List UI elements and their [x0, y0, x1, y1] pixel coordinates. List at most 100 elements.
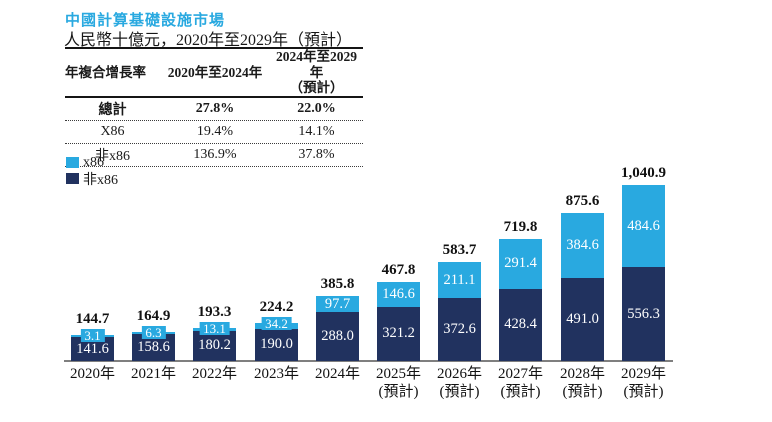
bar-group-2025年: 321.2 146.6 467.8 [377, 262, 420, 361]
x-axis-label-2020年: 2020年 [69, 366, 115, 382]
x-axis-sublabel-2025年: (預計) [378, 384, 419, 400]
bar-segment-non-x86 [438, 298, 481, 361]
bar-value-x86: 291.4 [504, 255, 537, 272]
bar-segment-non-x86 [193, 330, 236, 361]
x-axis-label-2027年: 2027年 [497, 366, 543, 382]
bar-value-non-x86: 372.6 [443, 321, 476, 338]
legend-item-非x86: 非x86 [66, 171, 118, 188]
bar-group-2029年: 556.3 484.6 1,040.9 [621, 166, 666, 361]
x-axis-label-2028年: 2028年 [559, 366, 605, 382]
bar-total-label: 719.8 [503, 219, 538, 236]
bar-value-x86-chip: 6.3 [141, 326, 166, 340]
bar-segment-non-x86 [499, 288, 542, 361]
legend-label: 非x86 [83, 172, 118, 188]
bar-total-label: 875.6 [565, 193, 600, 210]
bar-value-x86: 146.6 [382, 285, 415, 302]
cagr-header-2024-2029-line2: （預計） [289, 80, 344, 96]
x-axis-line [64, 360, 673, 362]
bar-segment-x86 [561, 213, 604, 279]
bar-value-non-x86: 428.4 [504, 316, 537, 333]
bar-segment-non-x86 [71, 337, 114, 361]
cagr-cell: 37.8% [298, 146, 335, 162]
bar-total-label: 1,040.9 [621, 165, 666, 182]
x-axis-label-2029年: 2029年 [620, 366, 666, 382]
cagr-header-2020-2024: 2020年至2024年 [167, 64, 263, 80]
x-axis-label-2021年: 2021年 [130, 366, 176, 382]
cagr-cell: X86 [100, 123, 125, 139]
cagr-cell: 22.0% [297, 100, 336, 116]
chart-legend: x86 非x86 [66, 155, 118, 188]
cagr-table-header: 年複合增長率 2020年至2024年 2024年至2029年 （預計） [65, 49, 363, 98]
chart-title: 中國計算基礎設施市場 [65, 12, 226, 29]
bar-group-2024年: 288.0 97.7 385.8 [316, 276, 359, 361]
cagr-header-metric: 年複合增長率 [65, 64, 146, 80]
bar-value-non-x86: 180.2 [198, 337, 231, 354]
bar-total-label: 583.7 [442, 242, 477, 259]
cagr-header-2024-2029-line1: 2024年至2029年 [276, 49, 357, 80]
x-axis-sublabel-2027年: (預計) [500, 384, 541, 400]
x-axis-label-2025年: 2025年 [375, 366, 421, 382]
cagr-table-body: 總計 27.8% 22.0% X86 19.4% 14.1% 非x86 136.9% 37.8% [65, 98, 363, 167]
bar-total-label: 224.2 [259, 299, 294, 316]
bar-value-x86-chip: 34.2 [261, 317, 292, 331]
x-axis-label-2026年: 2026年 [436, 366, 482, 382]
bar-group-2027年: 428.4 291.4 719.8 [499, 220, 542, 361]
bar-value-non-x86: 321.2 [382, 325, 415, 342]
legend-swatch-icon [66, 157, 79, 168]
cagr-cell: 19.4% [196, 123, 234, 139]
bar-value-x86: 97.7 [324, 295, 351, 312]
bar-group-2022年: 180.2 13.1 193.3 [193, 305, 236, 361]
cagr-row-0: 總計 27.8% 22.0% [65, 98, 363, 121]
cagr-cell: 總計 [98, 102, 127, 118]
x-axis-label-2024年: 2024年 [314, 366, 360, 382]
bar-total-label: 164.9 [136, 308, 171, 325]
bar-value-non-x86: 141.6 [76, 340, 109, 357]
bar-value-non-x86: 190.0 [260, 336, 293, 353]
bar-segment-x86 [438, 262, 481, 299]
bar-segment-non-x86 [255, 328, 298, 361]
bar-group-2028年: 491.0 384.6 875.6 [561, 194, 604, 361]
bar-value-x86: 484.6 [627, 217, 660, 234]
bar-value-x86-chip: 3.1 [80, 329, 105, 343]
bar-group-2021年: 158.6 6.3 164.9 [132, 309, 175, 361]
cagr-cell: 非x86 [95, 148, 130, 164]
bar-value-non-x86: 491.0 [566, 311, 599, 328]
bar-value-x86-chip: 13.1 [199, 322, 230, 336]
cagr-row-2: 非x86 136.9% 37.8% [65, 144, 363, 167]
bar-group-2023年: 190.0 34.2 224.2 [255, 300, 298, 361]
bar-value-x86: 211.1 [443, 271, 476, 288]
chart-subtitle: 人民幣十億元，2020年至2029年（預計） [64, 32, 353, 49]
legend-label: x86 [83, 154, 104, 170]
bar-segment-x86 [622, 185, 665, 267]
bar-total-label: 144.7 [75, 311, 110, 328]
bar-segment-non-x86 [622, 267, 665, 361]
bar-group-2020年: 141.6 3.1 144.7 [71, 312, 114, 361]
x-axis-label-2023年: 2023年 [253, 366, 299, 382]
bar-value-non-x86: 158.6 [137, 339, 170, 356]
bar-group-2026年: 372.6 211.1 583.7 [438, 243, 481, 361]
legend-item-x86: x86 [66, 155, 118, 170]
cagr-row-1: X86 19.4% 14.1% [65, 121, 363, 144]
cagr-cell: 14.1% [298, 123, 335, 139]
bar-total-label: 467.8 [381, 261, 416, 278]
bar-segment-non-x86 [561, 278, 604, 361]
cagr-cell: 27.8% [195, 100, 235, 116]
x-axis-sublabel-2028年: (預計) [562, 384, 603, 400]
bar-total-label: 193.3 [197, 304, 232, 321]
bar-segment-non-x86 [316, 312, 359, 361]
cagr-cell: 136.9% [193, 146, 237, 162]
cagr-header-2024-2029: 2024年至2029年 （預計） [270, 49, 363, 96]
x-axis-sublabel-2026年: (預計) [439, 384, 480, 400]
bar-segment-x86 [377, 281, 420, 307]
bar-segment-x86 [499, 239, 542, 289]
x-axis-label-2022年: 2022年 [191, 366, 237, 382]
bar-total-label: 385.8 [320, 275, 355, 292]
bar-segment-x86 [316, 295, 359, 313]
x-axis-sublabel-2029年: (預計) [623, 384, 664, 400]
bar-value-x86: 384.6 [566, 237, 599, 254]
cagr-table: 年複合增長率 2020年至2024年 2024年至2029年 （預計） 總計 27… [65, 47, 363, 167]
bar-value-non-x86: 288.0 [321, 328, 354, 345]
bar-segment-non-x86 [377, 306, 420, 361]
bar-value-non-x86: 556.3 [627, 305, 660, 322]
